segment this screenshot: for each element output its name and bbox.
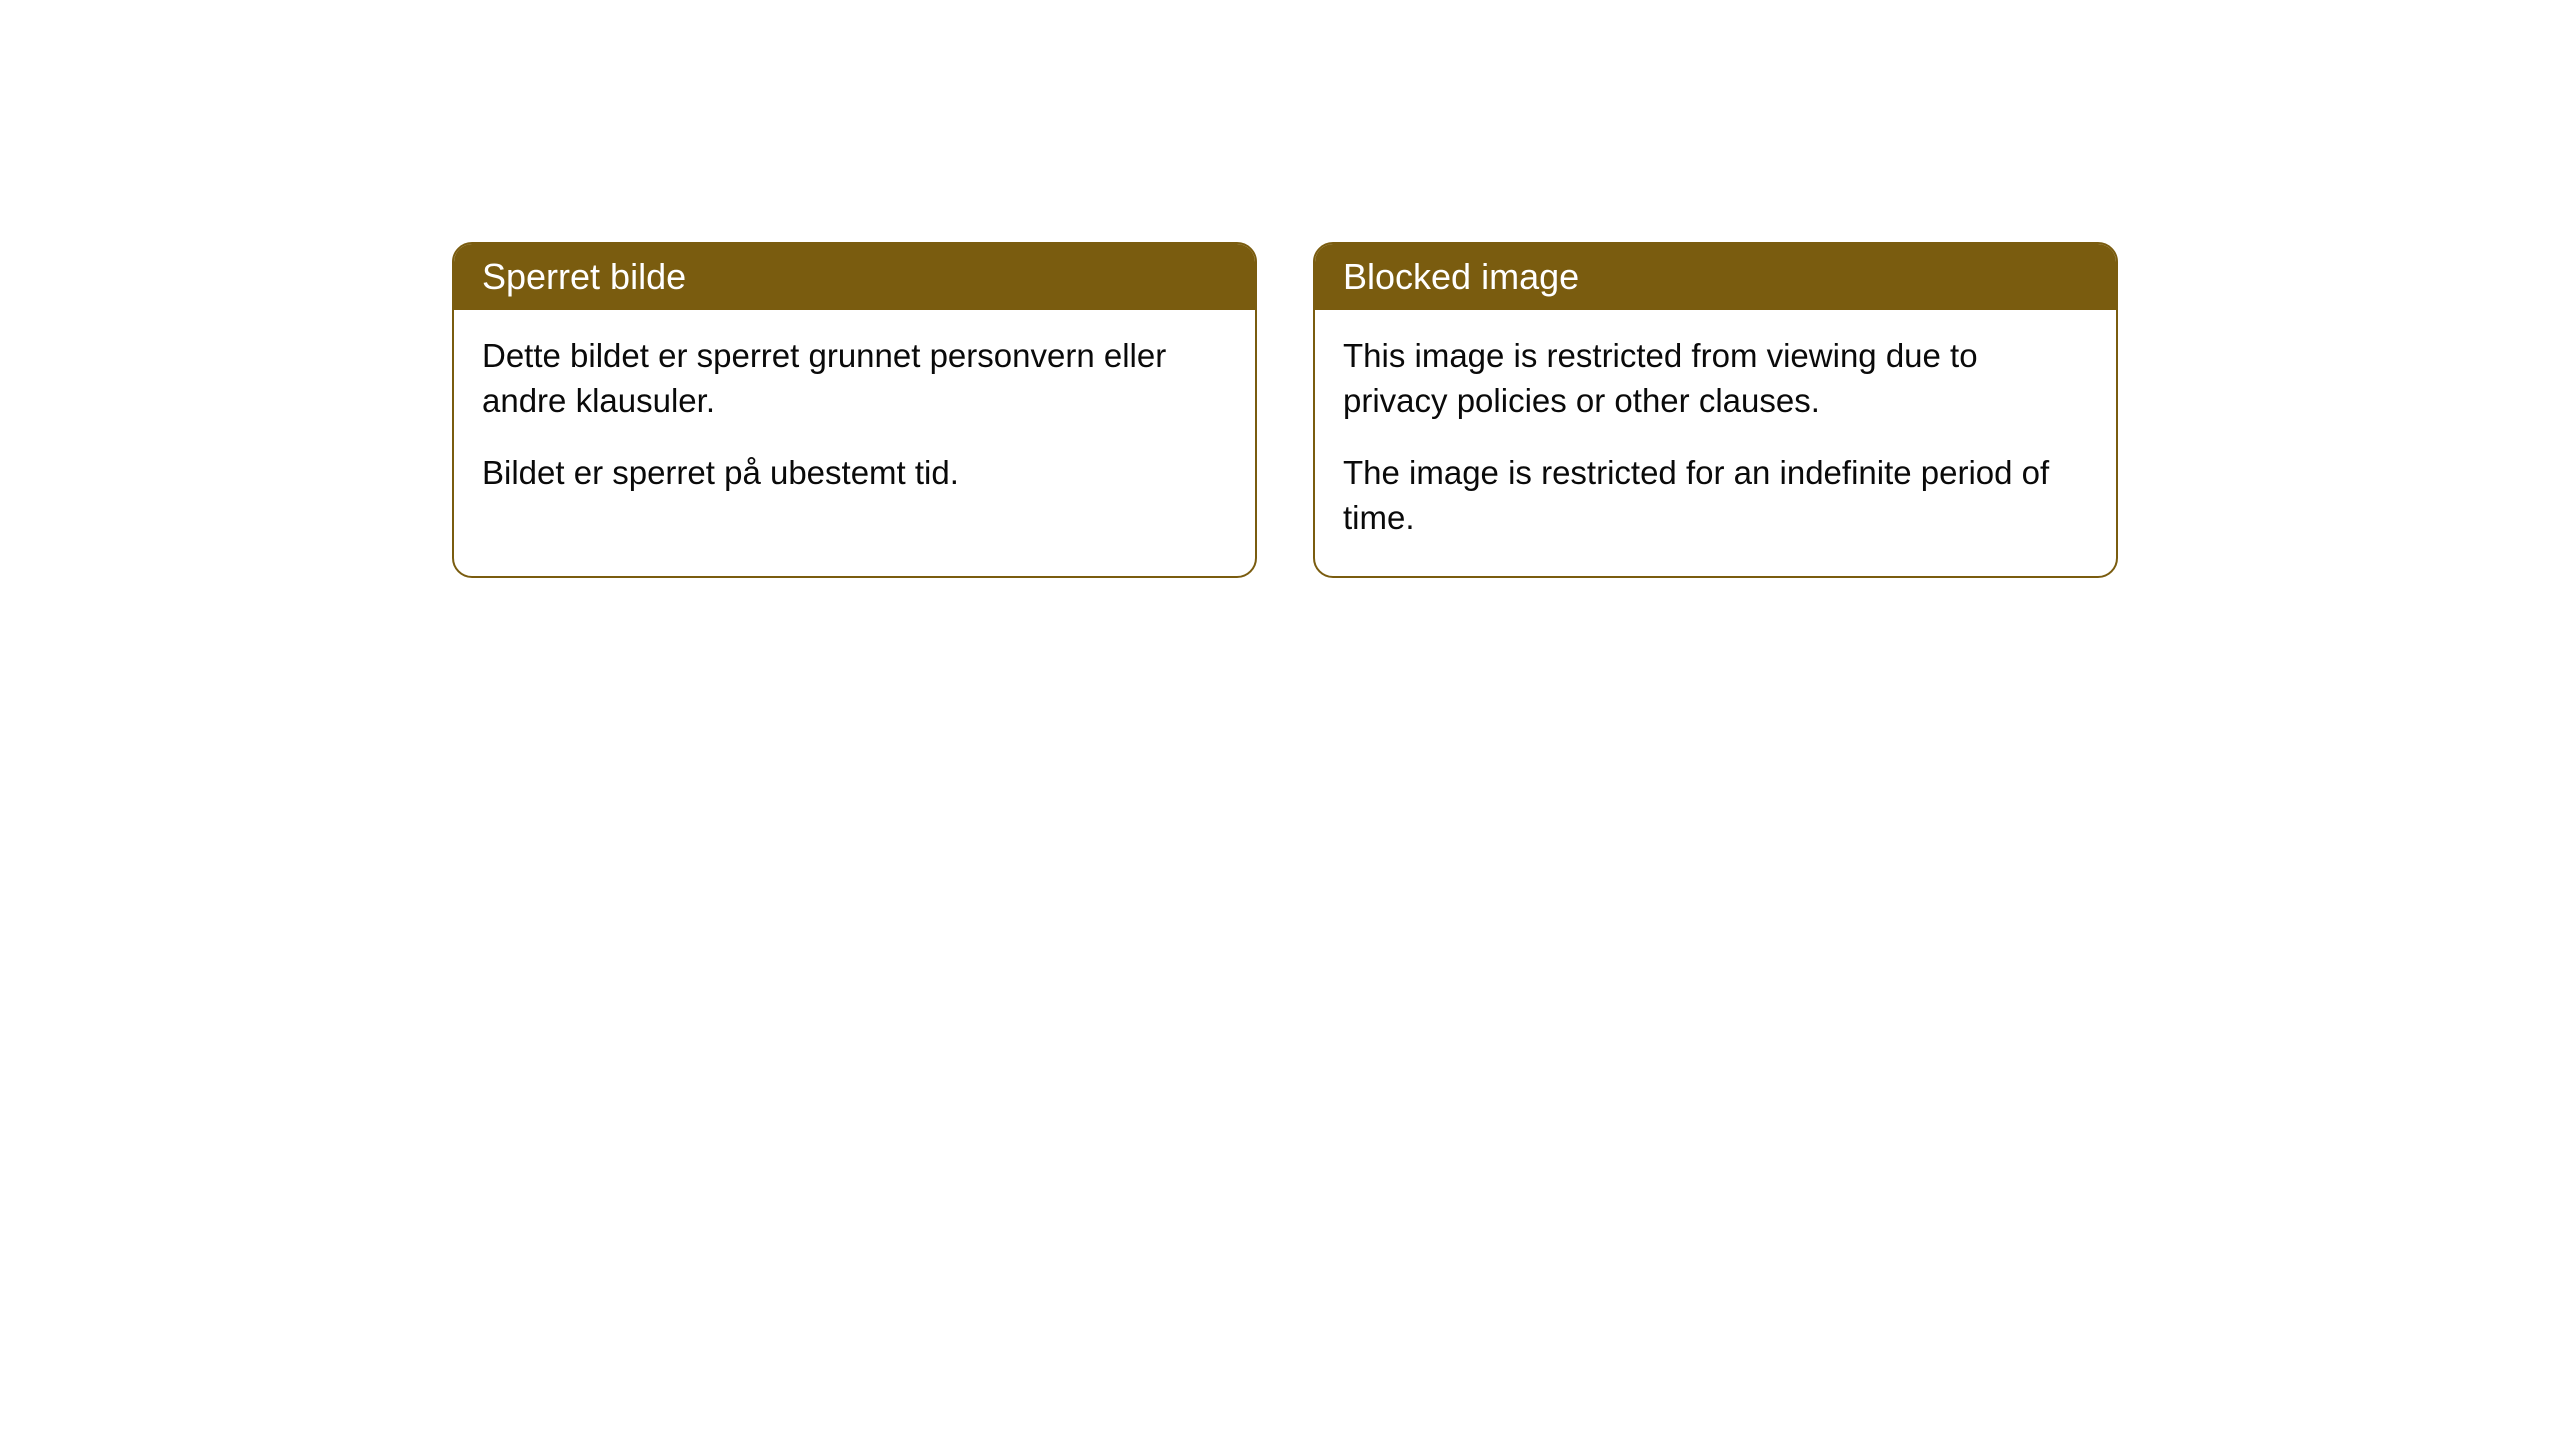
notice-card-norwegian: Sperret bilde Dette bildet er sperret gr…	[452, 242, 1257, 578]
notice-cards-container: Sperret bilde Dette bildet er sperret gr…	[452, 242, 2118, 578]
notice-card-body: This image is restricted from viewing du…	[1315, 310, 2116, 576]
notice-card-body: Dette bildet er sperret grunnet personve…	[454, 310, 1255, 532]
notice-card-header: Sperret bilde	[454, 244, 1255, 310]
notice-card-english: Blocked image This image is restricted f…	[1313, 242, 2118, 578]
notice-paragraph: Bildet er sperret på ubestemt tid.	[482, 451, 1227, 496]
notice-card-header: Blocked image	[1315, 244, 2116, 310]
notice-paragraph: Dette bildet er sperret grunnet personve…	[482, 334, 1227, 423]
notice-paragraph: The image is restricted for an indefinit…	[1343, 451, 2088, 540]
notice-paragraph: This image is restricted from viewing du…	[1343, 334, 2088, 423]
